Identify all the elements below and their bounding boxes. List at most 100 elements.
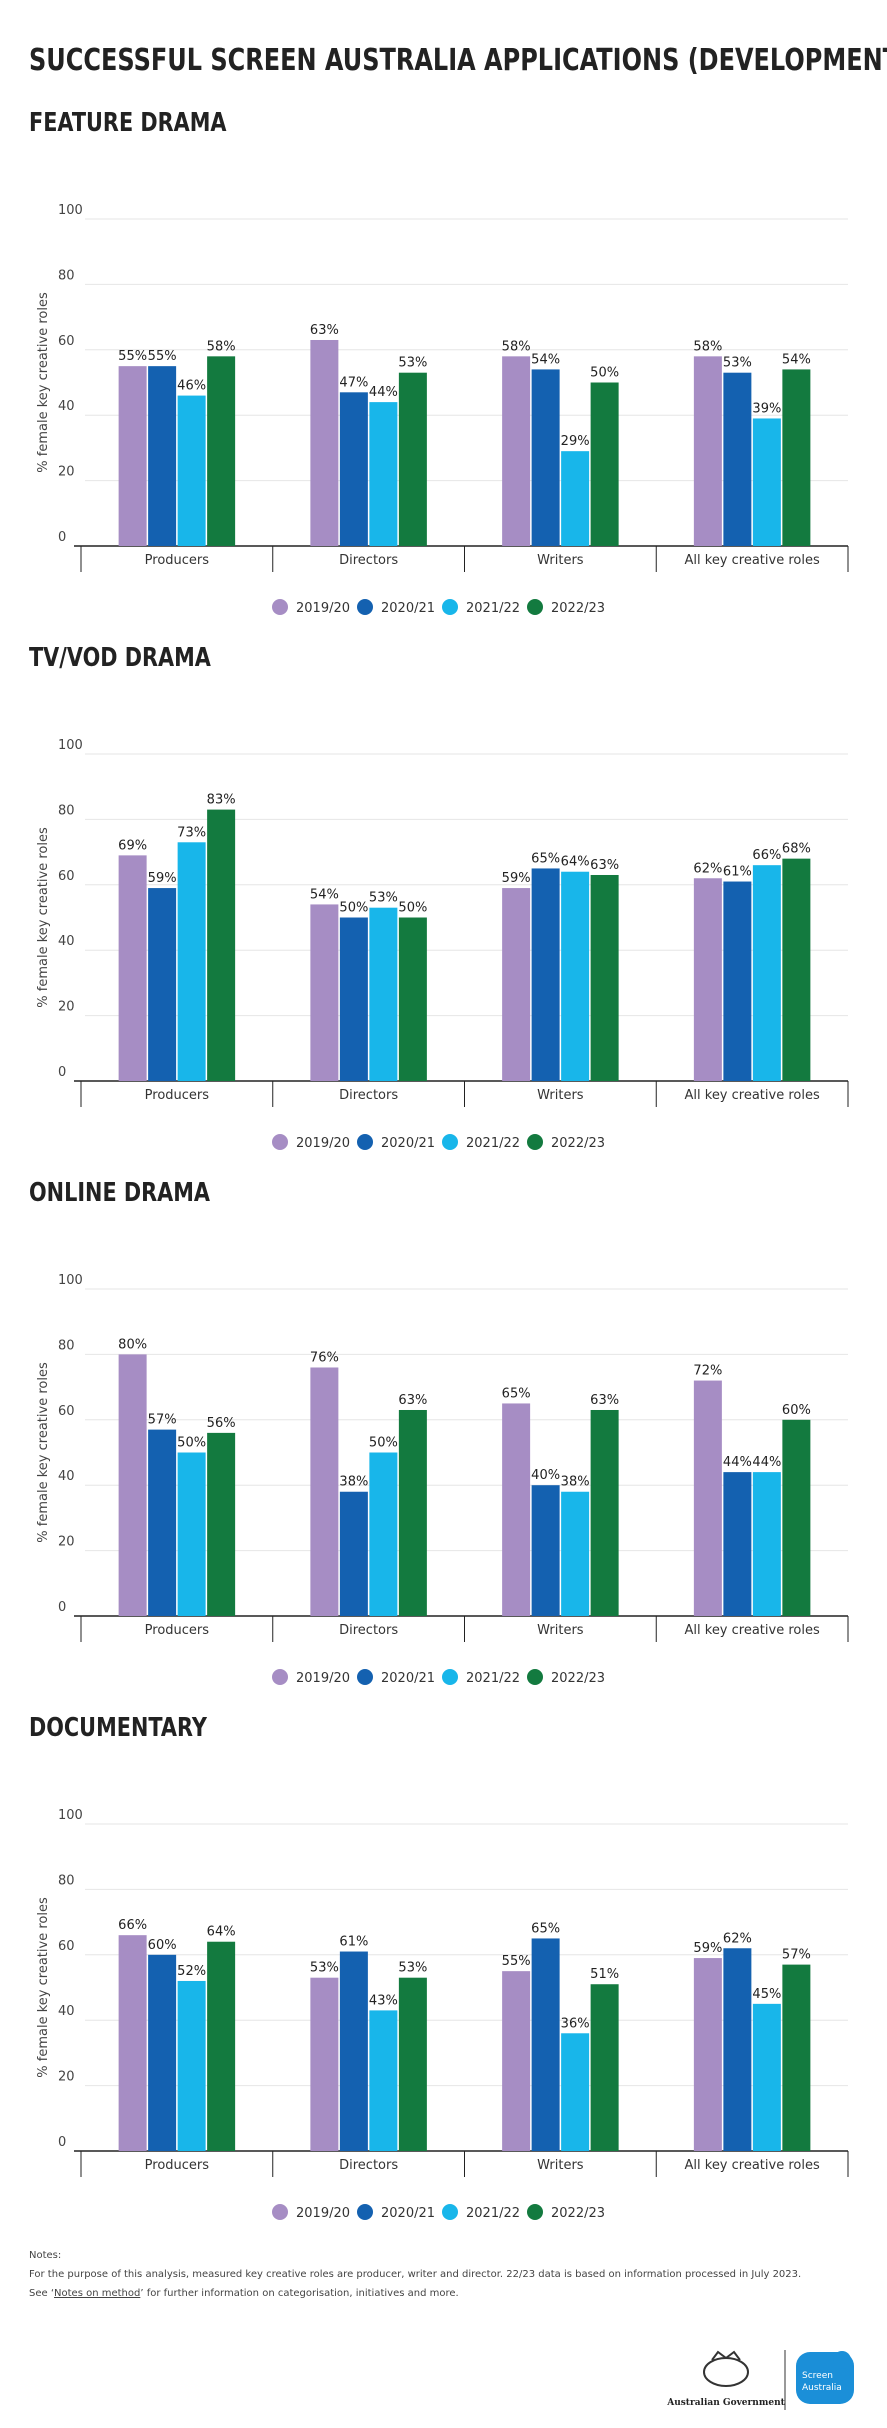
y-axis-label: % female key creative roles bbox=[36, 292, 51, 473]
y-tick-label: 80 bbox=[58, 1338, 75, 1353]
value-label: 44% bbox=[723, 1455, 752, 1470]
legend-label: 2022/23 bbox=[551, 1136, 605, 1151]
value-label: 43% bbox=[369, 1993, 398, 2008]
value-label: 39% bbox=[752, 401, 781, 416]
bar bbox=[310, 904, 339, 1081]
crest bbox=[703, 2350, 749, 2387]
legend-label: 2020/21 bbox=[381, 601, 435, 616]
notes-link[interactable]: Notes on method bbox=[54, 2288, 140, 2299]
y-tick-label: 60 bbox=[58, 334, 75, 349]
value-label: 55% bbox=[502, 1954, 531, 1969]
y-tick-label: 0 bbox=[58, 2135, 66, 2150]
bar bbox=[561, 2033, 590, 2151]
bar bbox=[752, 1472, 781, 1616]
x-tick-label: All key creative roles bbox=[685, 2158, 820, 2173]
y-tick-label: 0 bbox=[58, 1600, 66, 1615]
x-tick-label: Writers bbox=[537, 2158, 584, 2173]
legend-label: 2022/23 bbox=[551, 2206, 605, 2221]
bar bbox=[310, 1977, 339, 2151]
x-tick-label: Producers bbox=[145, 1623, 210, 1638]
page-title: SUCCESSFUL SCREEN AUSTRALIA APPLICATIONS… bbox=[29, 43, 887, 77]
value-label: 62% bbox=[723, 1931, 752, 1946]
y-tick-label: 20 bbox=[58, 2070, 75, 2085]
bar bbox=[148, 1429, 177, 1616]
bar bbox=[339, 1951, 368, 2151]
bar bbox=[398, 917, 427, 1081]
bar bbox=[502, 1403, 531, 1616]
bar bbox=[782, 369, 811, 546]
value-label: 46% bbox=[177, 379, 206, 394]
x-tick-label: All key creative roles bbox=[685, 553, 820, 568]
value-label: 60% bbox=[782, 1403, 811, 1418]
bar bbox=[723, 881, 752, 1081]
legend-swatch bbox=[272, 2204, 288, 2220]
legend-swatch bbox=[442, 1134, 458, 1150]
y-tick-label: 20 bbox=[58, 1000, 75, 1015]
value-label: 69% bbox=[118, 838, 147, 853]
bar bbox=[590, 1984, 619, 2151]
legend-swatch bbox=[272, 1134, 288, 1150]
value-label: 40% bbox=[531, 1468, 560, 1483]
bar bbox=[177, 1980, 206, 2151]
y-tick-label: 0 bbox=[58, 1065, 66, 1080]
x-tick-label: All key creative roles bbox=[685, 1623, 820, 1638]
value-label: 52% bbox=[177, 1964, 206, 1979]
bar bbox=[693, 1380, 722, 1616]
bar bbox=[561, 871, 590, 1081]
bar bbox=[118, 1354, 147, 1616]
x-tick-label: Directors bbox=[339, 2158, 398, 2173]
value-label: 38% bbox=[561, 1475, 590, 1490]
value-label: 50% bbox=[590, 366, 619, 381]
legend-swatch bbox=[357, 2204, 373, 2220]
value-label: 57% bbox=[782, 1948, 811, 1963]
y-tick-label: 20 bbox=[58, 465, 75, 480]
bar bbox=[752, 2003, 781, 2151]
bar bbox=[723, 1472, 752, 1616]
value-label: 58% bbox=[207, 339, 236, 354]
y-tick-label: 40 bbox=[58, 2004, 75, 2019]
value-label: 44% bbox=[369, 385, 398, 400]
value-label: 50% bbox=[177, 1436, 206, 1451]
bar bbox=[207, 1941, 236, 2151]
legend-label: 2019/20 bbox=[296, 1671, 350, 1686]
value-label: 55% bbox=[118, 349, 147, 364]
y-axis-label: % female key creative roles bbox=[36, 1897, 51, 2078]
value-label: 66% bbox=[118, 1918, 147, 1933]
bar bbox=[339, 1491, 368, 1616]
x-tick-label: Producers bbox=[145, 553, 210, 568]
x-tick-label: Directors bbox=[339, 553, 398, 568]
y-axis-label: % female key creative roles bbox=[36, 827, 51, 1008]
x-tick-label: Producers bbox=[145, 1088, 210, 1103]
value-label: 55% bbox=[148, 349, 177, 364]
bar bbox=[723, 1948, 752, 2151]
y-tick-label: 80 bbox=[58, 268, 75, 283]
value-label: 53% bbox=[310, 1961, 339, 1976]
value-label: 50% bbox=[339, 901, 368, 916]
value-label: 80% bbox=[118, 1337, 147, 1352]
value-label: 38% bbox=[339, 1475, 368, 1490]
bar bbox=[398, 1409, 427, 1616]
bar bbox=[561, 451, 590, 546]
legend-label: 2021/22 bbox=[466, 1136, 520, 1151]
value-label: 57% bbox=[148, 1413, 177, 1428]
value-label: 51% bbox=[590, 1967, 619, 1982]
notes: Notes: For the purpose of this analysis,… bbox=[29, 2250, 801, 2299]
bar bbox=[693, 1958, 722, 2151]
value-label: 65% bbox=[502, 1386, 531, 1401]
legend-swatch bbox=[272, 1669, 288, 1685]
notes-line: For the purpose of this analysis, measur… bbox=[29, 2269, 801, 2280]
value-label: 73% bbox=[177, 825, 206, 840]
bar bbox=[502, 888, 531, 1081]
legend-swatch bbox=[357, 599, 373, 615]
bar bbox=[177, 842, 206, 1081]
brand-label: Screen bbox=[802, 2371, 833, 2381]
legend-label: 2021/22 bbox=[466, 601, 520, 616]
y-tick-label: 80 bbox=[58, 1873, 75, 1888]
bar bbox=[502, 1971, 531, 2151]
value-label: 64% bbox=[207, 1925, 236, 1940]
y-tick-label: 100 bbox=[58, 1273, 83, 1288]
chart-title: ONLINE DRAMA bbox=[29, 1177, 211, 1208]
chart-section: DOCUMENTARY % female key creative roles 0 2… bbox=[29, 1712, 849, 2221]
bar bbox=[207, 1432, 236, 1616]
